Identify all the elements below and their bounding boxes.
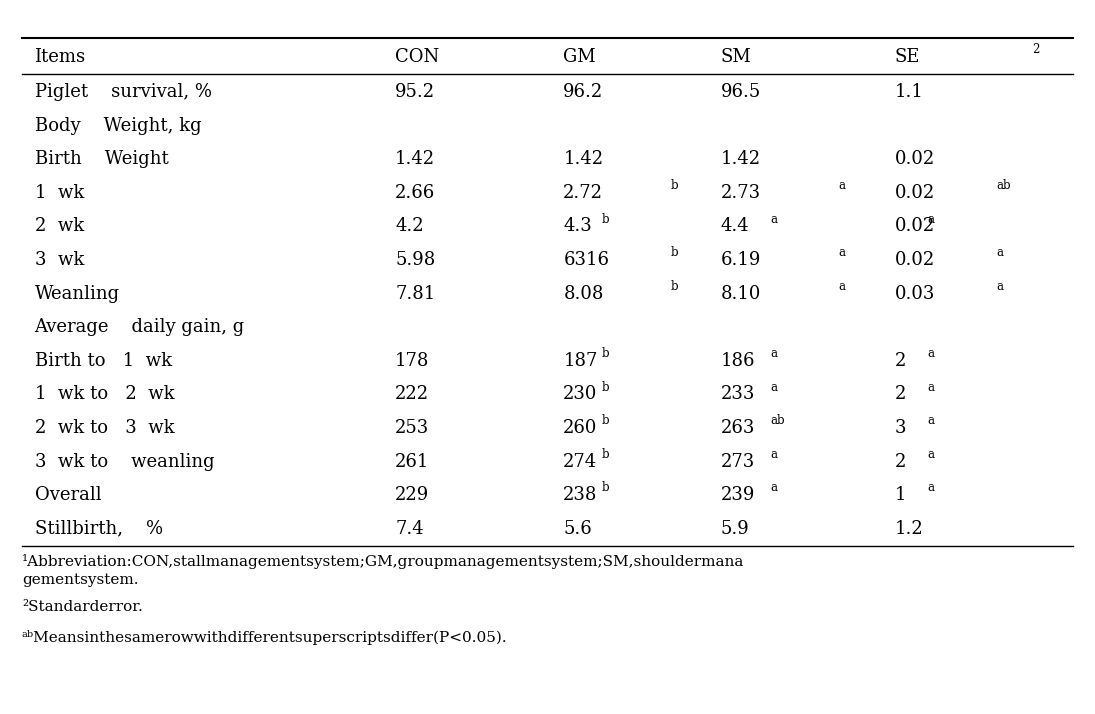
Text: Stillbirth,    %: Stillbirth, % bbox=[35, 520, 163, 538]
Text: 253: 253 bbox=[395, 419, 429, 437]
Text: 0.02: 0.02 bbox=[895, 150, 935, 169]
Text: a: a bbox=[927, 448, 934, 461]
Text: 5.98: 5.98 bbox=[395, 251, 436, 269]
Text: 0.02: 0.02 bbox=[895, 218, 935, 236]
Text: 1.42: 1.42 bbox=[563, 150, 603, 169]
Text: 2: 2 bbox=[895, 386, 906, 403]
Text: 274: 274 bbox=[563, 453, 598, 471]
Text: 4.2: 4.2 bbox=[395, 218, 424, 236]
Text: b: b bbox=[601, 481, 609, 494]
Text: a: a bbox=[839, 179, 845, 192]
Text: b: b bbox=[670, 179, 678, 192]
Text: 186: 186 bbox=[721, 352, 756, 370]
Text: 96.2: 96.2 bbox=[563, 83, 603, 101]
Text: 239: 239 bbox=[721, 486, 756, 504]
Text: a: a bbox=[927, 414, 934, 427]
Text: 233: 233 bbox=[721, 386, 756, 403]
Text: 95.2: 95.2 bbox=[395, 83, 435, 101]
Text: 1.1: 1.1 bbox=[895, 83, 923, 101]
Text: 3  wk to    weanling: 3 wk to weanling bbox=[35, 453, 215, 471]
Text: 0.02: 0.02 bbox=[895, 183, 935, 202]
Text: 6.19: 6.19 bbox=[721, 251, 761, 269]
Text: 2: 2 bbox=[1033, 43, 1039, 56]
Text: Birth    Weight: Birth Weight bbox=[35, 150, 169, 169]
Text: ¹Abbreviation:CON,stallmanagementsystem;GM,groupmanagementsystem;SM,shouldermana: ¹Abbreviation:CON,stallmanagementsystem;… bbox=[22, 554, 745, 587]
Text: Body    Weight, kg: Body Weight, kg bbox=[35, 116, 201, 135]
Text: a: a bbox=[927, 347, 934, 360]
Text: 178: 178 bbox=[395, 352, 429, 370]
Text: 273: 273 bbox=[721, 453, 756, 471]
Text: 2.66: 2.66 bbox=[395, 183, 436, 202]
Text: Average    daily gain, g: Average daily gain, g bbox=[35, 318, 245, 336]
Text: a: a bbox=[996, 280, 1003, 293]
Text: 1  wk to   2  wk: 1 wk to 2 wk bbox=[35, 386, 174, 403]
Text: SM: SM bbox=[721, 48, 751, 66]
Text: 1.42: 1.42 bbox=[721, 150, 761, 169]
Text: 1.42: 1.42 bbox=[395, 150, 435, 169]
Text: ab: ab bbox=[996, 179, 1011, 192]
Text: ²Standarderror.: ²Standarderror. bbox=[22, 600, 142, 615]
Text: 5.9: 5.9 bbox=[721, 520, 750, 538]
Text: 229: 229 bbox=[395, 486, 429, 504]
Text: 2: 2 bbox=[895, 453, 906, 471]
Text: 2  wk to   3  wk: 2 wk to 3 wk bbox=[35, 419, 174, 437]
Text: CON: CON bbox=[395, 48, 439, 66]
Text: b: b bbox=[601, 448, 609, 461]
Text: Weanling: Weanling bbox=[35, 285, 119, 303]
Text: 1: 1 bbox=[895, 486, 906, 504]
Text: b: b bbox=[601, 213, 609, 226]
Text: a: a bbox=[927, 213, 934, 226]
Text: 238: 238 bbox=[563, 486, 598, 504]
Text: 96.5: 96.5 bbox=[721, 83, 761, 101]
Text: 5.6: 5.6 bbox=[563, 520, 592, 538]
Text: a: a bbox=[839, 246, 845, 259]
Text: 7.81: 7.81 bbox=[395, 285, 436, 303]
Text: 4.3: 4.3 bbox=[563, 218, 592, 236]
Text: b: b bbox=[670, 246, 678, 259]
Text: 1.2: 1.2 bbox=[895, 520, 923, 538]
Text: Items: Items bbox=[35, 48, 85, 66]
Text: a: a bbox=[770, 381, 776, 393]
Text: 0.02: 0.02 bbox=[895, 251, 935, 269]
Text: a: a bbox=[996, 246, 1003, 259]
Text: Overall: Overall bbox=[35, 486, 101, 504]
Text: 0.03: 0.03 bbox=[895, 285, 935, 303]
Text: a: a bbox=[770, 481, 776, 494]
Text: ᵃᵇMeansinthesamerowwithdifferentsuperscriptsdiffer(P<0.05).: ᵃᵇMeansinthesamerowwithdifferentsuperscr… bbox=[22, 630, 507, 645]
Text: b: b bbox=[670, 280, 678, 293]
Text: 260: 260 bbox=[563, 419, 598, 437]
Text: 6316: 6316 bbox=[563, 251, 609, 269]
Text: 230: 230 bbox=[563, 386, 598, 403]
Text: 222: 222 bbox=[395, 386, 429, 403]
Text: GM: GM bbox=[563, 48, 596, 66]
Text: b: b bbox=[601, 381, 609, 393]
Text: 187: 187 bbox=[563, 352, 598, 370]
Text: SE: SE bbox=[895, 48, 920, 66]
Text: 8.10: 8.10 bbox=[721, 285, 761, 303]
Text: b: b bbox=[601, 414, 609, 427]
Text: 2.73: 2.73 bbox=[721, 183, 761, 202]
Text: Piglet    survival, %: Piglet survival, % bbox=[35, 83, 211, 101]
Text: a: a bbox=[770, 347, 776, 360]
Text: a: a bbox=[770, 213, 776, 226]
Text: 2  wk: 2 wk bbox=[35, 218, 83, 236]
Text: 2: 2 bbox=[895, 352, 906, 370]
Text: ab: ab bbox=[770, 414, 784, 427]
Text: 3  wk: 3 wk bbox=[35, 251, 84, 269]
Text: 261: 261 bbox=[395, 453, 429, 471]
Text: Birth to   1  wk: Birth to 1 wk bbox=[35, 352, 172, 370]
Text: 2.72: 2.72 bbox=[563, 183, 603, 202]
Text: a: a bbox=[839, 280, 845, 293]
Text: 1  wk: 1 wk bbox=[35, 183, 84, 202]
Text: 7.4: 7.4 bbox=[395, 520, 424, 538]
Text: a: a bbox=[770, 448, 776, 461]
Text: 3: 3 bbox=[895, 419, 906, 437]
Text: 8.08: 8.08 bbox=[563, 285, 603, 303]
Text: a: a bbox=[927, 381, 934, 393]
Text: 4.4: 4.4 bbox=[721, 218, 750, 236]
Text: 263: 263 bbox=[721, 419, 756, 437]
Text: b: b bbox=[601, 347, 609, 360]
Text: a: a bbox=[927, 481, 934, 494]
